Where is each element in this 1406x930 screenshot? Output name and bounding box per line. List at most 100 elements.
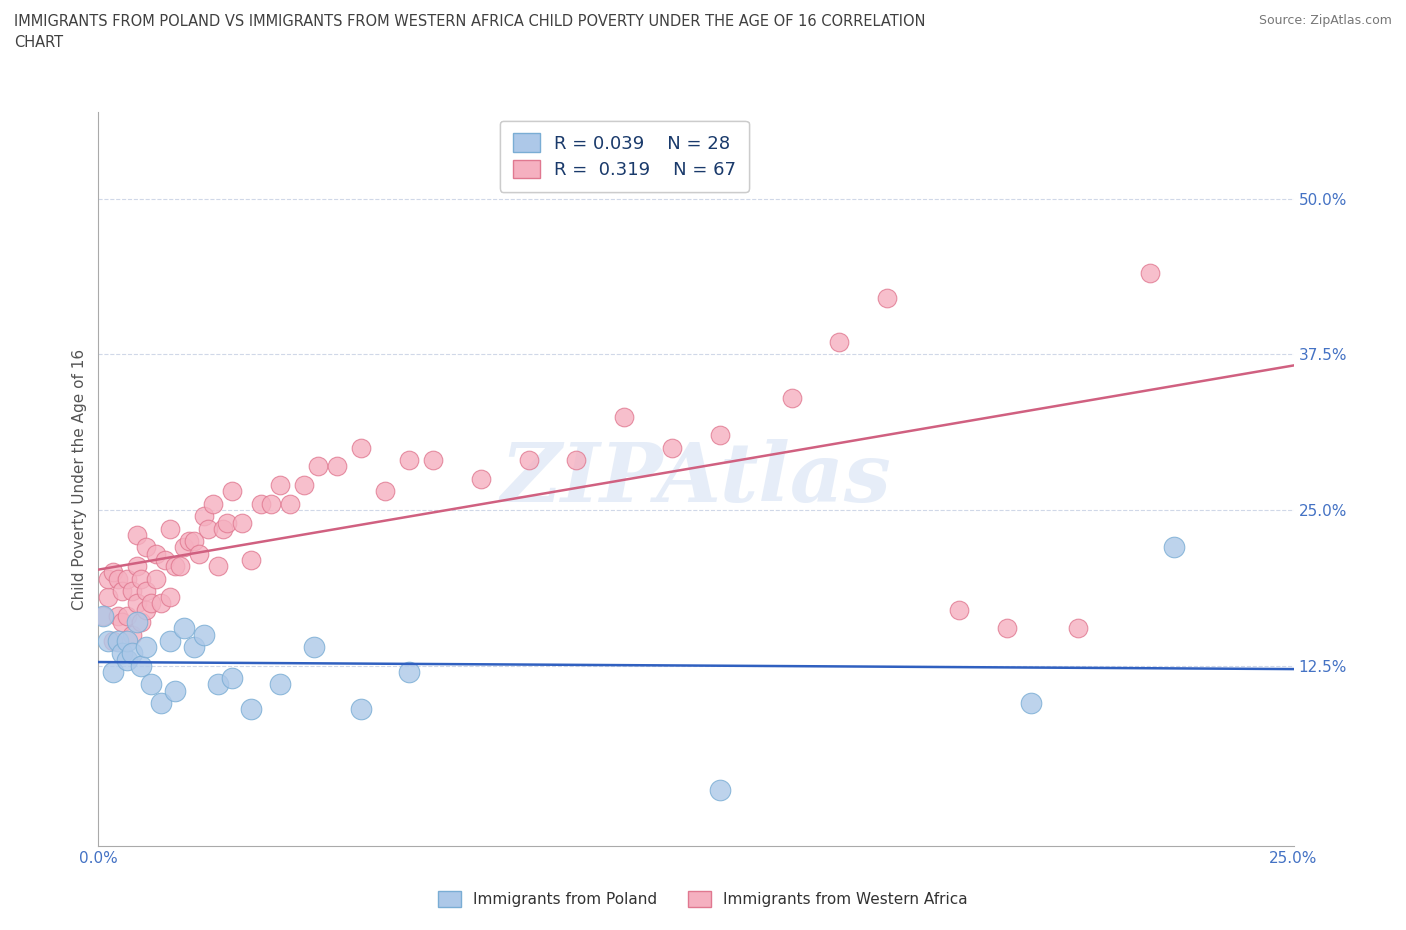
Point [828, 335, 851, 350]
Point [995, 621, 1018, 636]
Point [97, 590, 120, 604]
Point [149, 596, 172, 611]
Point [780, 391, 803, 405]
Point [269, 677, 291, 692]
Point [91, 608, 114, 623]
Point [111, 615, 134, 630]
Point [197, 522, 219, 537]
Text: IMMIGRANTS FROM POLAND VS IMMIGRANTS FROM WESTERN AFRICA CHILD POVERTY UNDER THE: IMMIGRANTS FROM POLAND VS IMMIGRANTS FRO… [14, 14, 925, 29]
Point [101, 633, 124, 648]
Point [1139, 266, 1161, 281]
Text: Source: ZipAtlas.com: Source: ZipAtlas.com [1258, 14, 1392, 27]
Point [115, 652, 138, 667]
Point [145, 546, 167, 561]
Point [231, 515, 253, 530]
Point [326, 459, 349, 474]
Text: ZIPAtlas: ZIPAtlas [501, 439, 891, 519]
Point [169, 559, 191, 574]
Text: CHART: CHART [14, 35, 63, 50]
Point [240, 702, 263, 717]
Point [159, 590, 181, 604]
Point [159, 633, 181, 648]
Point [107, 571, 129, 586]
Point [217, 515, 239, 530]
Point [101, 565, 124, 579]
Point [193, 509, 215, 524]
Point [145, 571, 167, 586]
Point [374, 484, 396, 498]
Point [470, 472, 492, 486]
Point [1019, 696, 1042, 711]
Point [101, 665, 124, 680]
Point [259, 497, 281, 512]
Point [121, 584, 143, 599]
Point [709, 428, 731, 443]
Point [398, 453, 420, 468]
Point [221, 671, 243, 685]
Point [135, 603, 157, 618]
Point [1163, 540, 1185, 555]
Point [97, 633, 120, 648]
Point [876, 291, 898, 306]
Point [613, 409, 636, 424]
Point [292, 478, 315, 493]
Point [97, 571, 120, 586]
Point [250, 497, 273, 512]
Point [565, 453, 588, 468]
Point [115, 571, 138, 586]
Point [135, 640, 157, 655]
Point [115, 633, 138, 648]
Point [139, 596, 162, 611]
Point [125, 559, 148, 574]
Point [187, 546, 209, 561]
Point [111, 645, 134, 660]
Point [107, 608, 129, 623]
Point [278, 497, 301, 512]
Point [125, 596, 148, 611]
Point [135, 540, 157, 555]
Point [207, 677, 229, 692]
Point [121, 645, 143, 660]
Point [91, 608, 114, 623]
Point [1067, 621, 1090, 636]
Y-axis label: Child Poverty Under the Age of 16: Child Poverty Under the Age of 16 [72, 349, 87, 609]
Point [111, 584, 134, 599]
Point [350, 702, 373, 717]
Point [155, 552, 177, 567]
Legend: Immigrants from Poland, Immigrants from Western Africa: Immigrants from Poland, Immigrants from … [427, 881, 979, 918]
Point [135, 584, 157, 599]
Point [211, 522, 233, 537]
Point [302, 640, 325, 655]
Point [202, 497, 225, 512]
Point [183, 534, 205, 549]
Point [121, 627, 143, 642]
Point [173, 621, 195, 636]
Point [173, 540, 195, 555]
Point [149, 696, 172, 711]
Point [115, 608, 138, 623]
Point [163, 684, 186, 698]
Point [422, 453, 444, 468]
Point [398, 665, 420, 680]
Point [307, 459, 329, 474]
Point [159, 522, 181, 537]
Point [125, 527, 148, 542]
Point [125, 615, 148, 630]
Point [269, 478, 291, 493]
Point [179, 534, 201, 549]
Legend: R = 0.039    N = 28, R =  0.319    N = 67: R = 0.039 N = 28, R = 0.319 N = 67 [501, 121, 748, 192]
Point [221, 484, 243, 498]
Point [131, 571, 153, 586]
Point [517, 453, 540, 468]
Point [240, 552, 263, 567]
Point [131, 615, 153, 630]
Point [107, 633, 129, 648]
Point [709, 783, 731, 798]
Point [131, 658, 153, 673]
Point [948, 603, 970, 618]
Point [661, 441, 683, 456]
Point [207, 559, 229, 574]
Point [163, 559, 186, 574]
Point [193, 627, 215, 642]
Point [183, 640, 205, 655]
